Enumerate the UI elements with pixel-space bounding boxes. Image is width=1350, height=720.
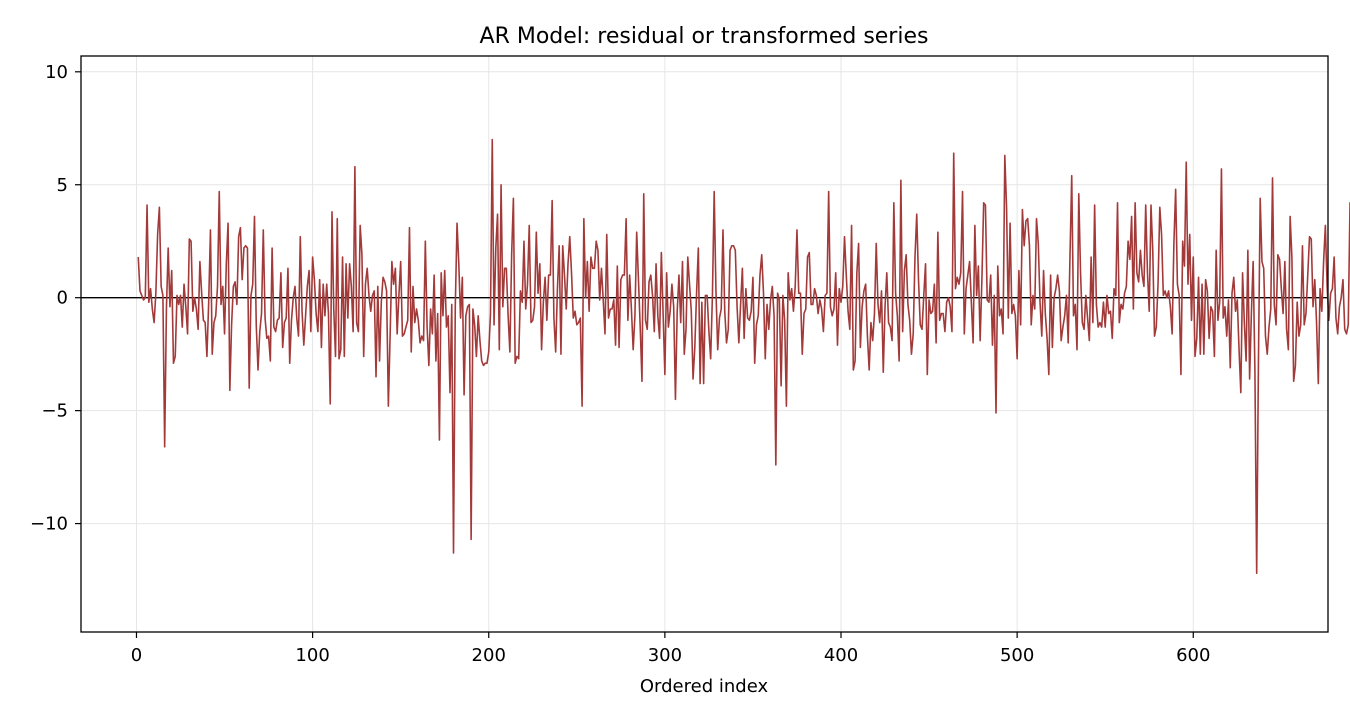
x-tick-label: 600	[1176, 645, 1210, 666]
y-tick-label: −5	[41, 401, 68, 422]
y-tick-label: 5	[57, 175, 68, 196]
y-tick-label: 10	[45, 62, 68, 83]
x-tick-label: 100	[295, 645, 329, 666]
y-tick-label: −10	[30, 514, 68, 535]
x-axis-label: Ordered index	[640, 676, 769, 697]
series-lines	[137, 138, 1350, 575]
x-tick-label: 300	[648, 645, 682, 666]
plot-frame	[80, 55, 1329, 633]
x-tick-label: 500	[1000, 645, 1034, 666]
x-axis: 0 100 200 300 400 500 600	[131, 632, 1210, 666]
series-line	[137, 138, 1350, 575]
y-axis: 10 5 0 −5 −10	[30, 62, 81, 535]
y-tick-label: 0	[57, 288, 68, 309]
x-tick-label: 200	[472, 645, 506, 666]
chart-title: AR Model: residual or transformed series	[480, 24, 929, 49]
x-tick-label: 0	[131, 645, 142, 666]
x-tick-label: 400	[824, 645, 858, 666]
